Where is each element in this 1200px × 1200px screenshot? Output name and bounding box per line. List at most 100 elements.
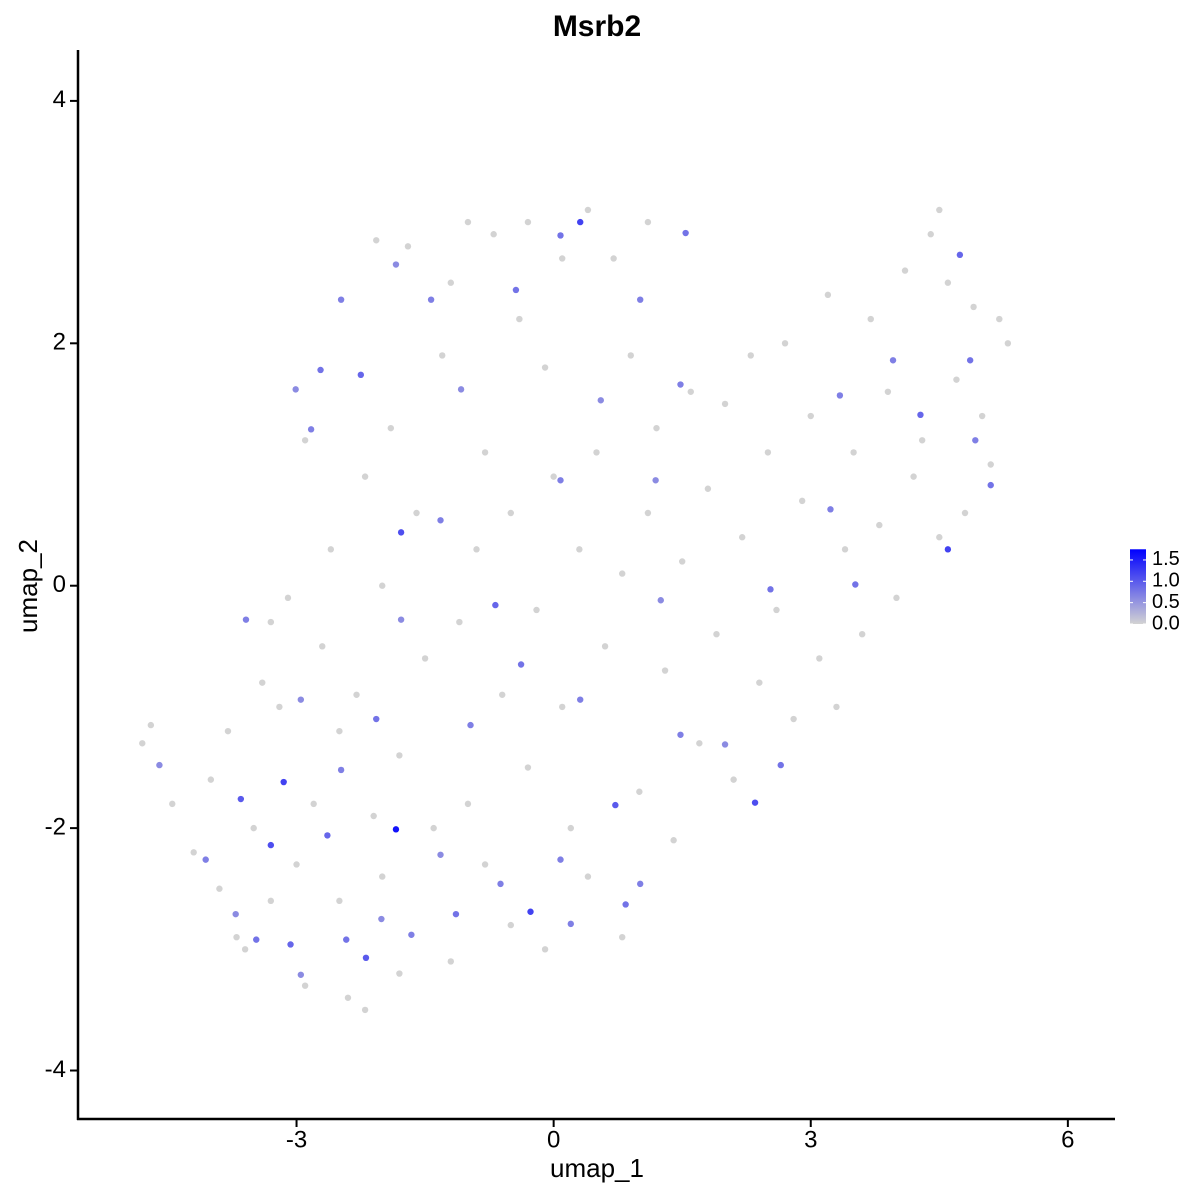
y-tick-label: 4	[53, 86, 66, 113]
point	[670, 837, 677, 844]
point	[237, 795, 245, 803]
point	[284, 594, 292, 602]
point	[373, 237, 380, 244]
point	[481, 449, 489, 456]
point	[337, 296, 345, 303]
point	[682, 229, 689, 237]
point	[276, 703, 283, 711]
point	[807, 412, 814, 420]
point	[978, 412, 986, 420]
point	[452, 910, 460, 918]
point	[267, 897, 275, 905]
y-tick-label: -4	[45, 1056, 66, 1083]
point	[730, 776, 737, 783]
point	[280, 778, 287, 786]
point	[652, 477, 659, 484]
point	[379, 873, 386, 880]
point	[956, 251, 964, 259]
point	[696, 740, 703, 747]
points	[139, 206, 1012, 1014]
point	[644, 509, 652, 517]
point	[147, 721, 155, 729]
point	[798, 497, 806, 505]
point	[884, 388, 892, 395]
point	[850, 449, 857, 456]
point	[637, 296, 644, 303]
point	[918, 437, 926, 444]
point	[661, 667, 669, 674]
point	[567, 824, 574, 832]
colorbar-label: 0.0	[1152, 612, 1180, 634]
point	[317, 366, 324, 374]
point	[987, 461, 994, 468]
point	[996, 315, 1003, 323]
x-tick-label: 3	[804, 1126, 817, 1153]
point	[362, 954, 370, 962]
point	[396, 970, 403, 977]
point	[430, 824, 437, 832]
point	[297, 971, 305, 978]
point	[207, 776, 215, 783]
point	[242, 616, 250, 623]
point	[612, 801, 619, 809]
point	[490, 231, 497, 238]
point	[241, 946, 249, 953]
point	[464, 800, 472, 808]
point	[944, 279, 952, 286]
point	[524, 218, 532, 226]
point	[337, 766, 345, 774]
point	[677, 731, 684, 738]
point	[396, 752, 403, 759]
point	[644, 218, 652, 226]
point	[353, 691, 360, 698]
point	[439, 352, 446, 359]
point	[336, 727, 343, 735]
colorbar-label: 0.5	[1152, 591, 1180, 613]
x-tick-label: 6	[1061, 1126, 1074, 1153]
point	[527, 908, 534, 915]
y-tick-label: -2	[45, 813, 66, 840]
point	[550, 473, 557, 480]
y-axis-title: umap_2	[13, 539, 43, 633]
point	[852, 581, 859, 588]
point	[781, 340, 789, 347]
point	[816, 655, 823, 662]
point	[524, 764, 532, 771]
point	[467, 721, 474, 729]
point	[379, 582, 386, 589]
point	[721, 400, 729, 408]
point	[541, 946, 549, 953]
point	[497, 880, 504, 888]
point	[392, 261, 400, 268]
point	[378, 915, 385, 923]
point	[421, 655, 429, 662]
point	[893, 594, 900, 602]
point	[756, 679, 763, 686]
point	[653, 424, 660, 432]
point	[397, 529, 405, 536]
point	[790, 715, 797, 723]
point	[499, 691, 506, 698]
point	[413, 509, 420, 517]
point	[259, 679, 266, 686]
point	[327, 546, 335, 553]
point	[324, 832, 331, 839]
point	[889, 357, 897, 364]
point	[622, 901, 629, 908]
point	[437, 851, 444, 858]
point	[827, 506, 834, 513]
colorbar: 0.00.51.01.5	[1130, 548, 1180, 634]
point	[824, 291, 832, 299]
point	[936, 206, 943, 214]
point	[747, 352, 754, 359]
point	[287, 941, 294, 948]
point	[190, 849, 197, 856]
point	[361, 1006, 369, 1014]
point	[392, 826, 400, 833]
point	[987, 481, 994, 489]
point	[777, 761, 784, 769]
point	[972, 437, 979, 444]
point	[584, 206, 592, 214]
point	[721, 741, 729, 748]
